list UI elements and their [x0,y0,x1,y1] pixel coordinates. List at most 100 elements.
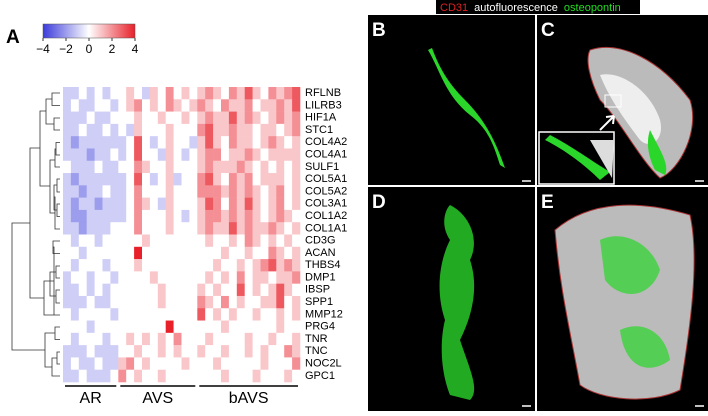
heatmap-cell [126,87,135,100]
heatmap-cell [110,160,119,174]
heatmap-cell [126,160,135,174]
heatmap-cell [142,295,151,309]
heatmap-cell [197,173,206,186]
heatmap-cell [173,197,182,211]
heatmap-cell [142,185,151,198]
panel-label: E [541,192,554,213]
heatmap-cell [157,295,166,309]
heatmap-cell [244,197,253,211]
heatmap-cell [252,87,261,100]
heatmap-cell [70,87,80,100]
heatmap-cell [94,308,103,321]
heatmap-cell [78,345,87,358]
heatmap-cell [126,99,135,112]
heatmap-cell [205,160,214,174]
heatmap-cell [181,197,190,211]
heatmap-cell [244,332,253,346]
heatmap-cell [110,123,119,137]
heatmap-cell [149,320,159,334]
heatmap-cell [142,123,151,137]
heatmap-cell [86,369,95,383]
heatmap-cell [70,320,80,334]
heatmap-cell [228,234,238,248]
heatmap-cell [252,246,261,260]
heatmap-cell [70,283,80,297]
heatmap-cell [244,123,253,137]
heatmap-cell [284,271,293,284]
heatmap-cell [149,197,159,211]
osteopontin-signal [647,130,667,175]
heatmap-cell [276,259,285,272]
heatmap-cell [173,332,182,346]
image-legend-bg [436,0,640,14]
heatmap-cell [63,246,72,260]
row-label: IBSP [305,284,330,296]
heatmap-cell [118,308,127,321]
heatmap-cell [244,283,253,297]
heatmap-cell [70,99,80,112]
heatmap-cell [284,357,293,371]
heatmap-cell [78,99,87,112]
heatmap-cell [236,295,245,309]
heatmap-cell [236,148,245,162]
heatmap-cell [118,222,127,235]
heatmap-cell [244,111,253,125]
heatmap-cell [221,222,230,235]
heatmap-cell [78,123,87,137]
heatmap-cell [157,271,166,284]
heatmap-cell [181,246,190,260]
heatmap-cell [78,197,87,211]
heatmap-cell [268,99,277,112]
heatmap-cell [94,332,103,346]
heatmap-cell [205,283,214,297]
heatmap-cell [157,209,166,223]
heatmap-cell [252,148,261,162]
heatmap-cell [181,271,190,284]
heatmap-cell [86,160,95,174]
heatmap-cell [126,234,135,248]
heatmap-cell [70,173,80,186]
heatmap-cell [94,222,103,235]
heatmap-cell [126,246,135,260]
heatmap-cell [86,209,95,223]
heatmap-cell [260,259,269,272]
heatmap-cell [118,123,127,137]
heatmap-cell [221,271,230,284]
heatmap-cell [244,357,253,371]
heatmap-cell [86,197,95,211]
heatmap-cell [213,136,222,149]
row-label: COL1A2 [305,210,347,222]
heatmap-cell [157,197,166,211]
row-label: COL4A1 [305,149,347,161]
heatmap-cell [205,369,214,383]
heatmap-cell [213,209,222,223]
heatmap-cell [284,308,293,321]
heatmap-cell [110,283,119,297]
heatmap-cell [157,173,166,186]
heatmap-cell [276,345,285,358]
heatmap-cell [276,173,285,186]
heatmap-cell [189,222,198,235]
heatmap-cell [86,271,95,284]
heatmap-cell [221,209,230,223]
heatmap-cell [149,283,159,297]
heatmap-cell [181,136,190,149]
heatmap-cell [149,173,159,186]
heatmap-cell [86,308,95,321]
heatmap-cell [94,123,103,137]
row-label: NOC2L [305,357,342,369]
heatmap-cell [94,369,103,383]
heatmap-cell [126,197,135,211]
heatmap-cell [260,222,269,235]
heatmap-cell [70,246,80,260]
heatmap-cell [63,283,72,297]
heatmap-cell [276,369,285,383]
heatmap-cell [118,173,127,186]
colorbar-tick-label: −4 [36,42,50,56]
osteopontin-signal [428,48,505,168]
heatmap-cell [63,209,72,223]
heatmap-cell [228,295,238,309]
heatmap-cell [228,357,238,371]
heatmap-cell [118,87,127,100]
heatmap-cell [221,173,230,186]
